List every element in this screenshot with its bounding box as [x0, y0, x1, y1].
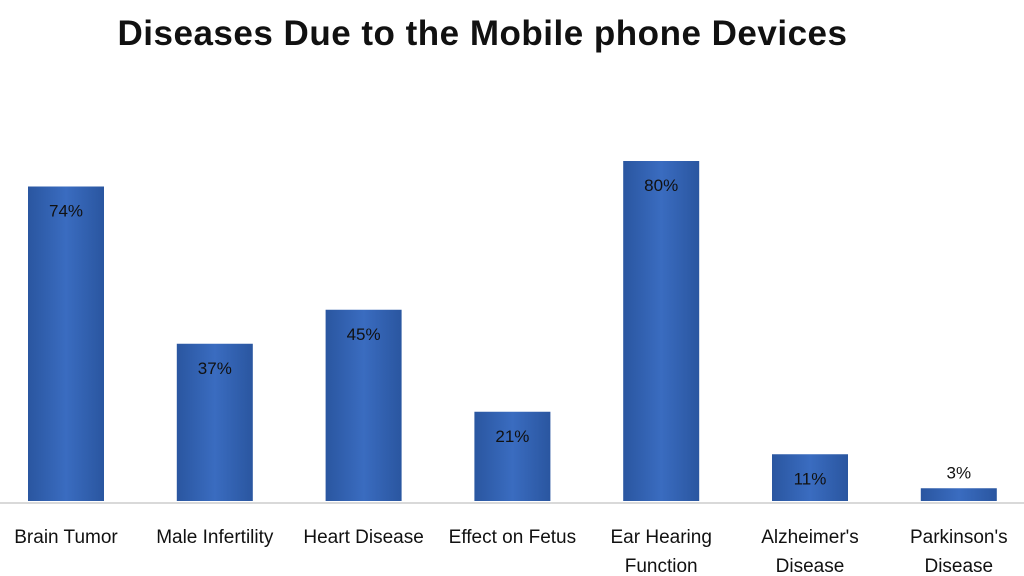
data-label: 74% — [49, 202, 83, 221]
x-tick-label: Function — [625, 556, 698, 576]
x-tick-label: Ear Hearing — [611, 527, 712, 548]
bar — [474, 411, 551, 501]
bar — [623, 161, 700, 501]
data-label: 21% — [495, 427, 529, 446]
bar — [772, 454, 848, 501]
x-tick-label: Disease — [924, 556, 993, 576]
data-label: 80% — [644, 176, 678, 195]
x-tick-label: Male Infertility — [156, 527, 274, 548]
bar — [325, 309, 402, 501]
data-label: 11% — [794, 469, 827, 488]
x-tick-label: Brain Tumor — [14, 527, 118, 548]
data-label: 45% — [347, 325, 381, 344]
x-tick-label: Effect on Fetus — [449, 527, 576, 548]
x-tick-label: Alzheimer's — [761, 527, 859, 548]
data-label: 3% — [947, 463, 972, 482]
bar — [28, 186, 104, 501]
x-tick-label: Disease — [776, 556, 845, 576]
bar — [176, 343, 253, 501]
data-label: 37% — [198, 359, 232, 378]
x-tick-label: Parkinson's — [910, 527, 1008, 548]
bar — [920, 488, 997, 501]
chart-title: Diseases Due to the Mobile phone Devices — [117, 14, 848, 53]
x-tick-label: Heart Disease — [303, 527, 423, 548]
